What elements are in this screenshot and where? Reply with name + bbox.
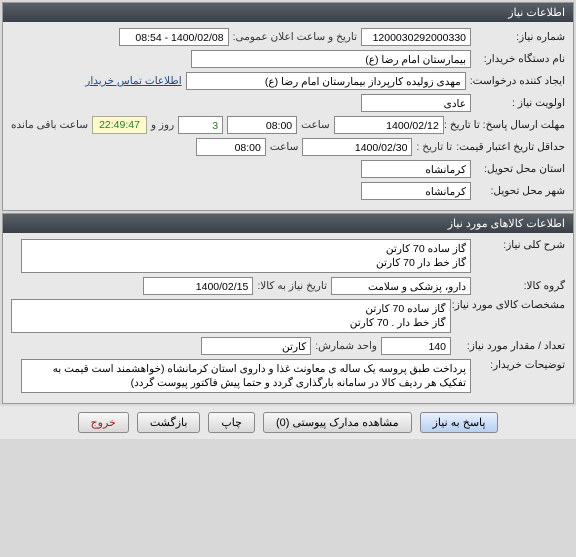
desc-label: شرح کلی نیاز: <box>475 239 565 251</box>
buyer-notes-field: پرداخت طبق پروسه یک ساله ی معاونت غذا و … <box>21 359 471 393</box>
qty-label: تعداد / مقدار مورد نیاز: <box>455 340 565 352</box>
goods-panel: اطلاعات کالاهای مورد نیاز شرح کلی نیاز: … <box>2 213 574 404</box>
buyer-notes-label: توضیحات خریدار: <box>475 359 565 371</box>
group-field: دارو، پزشکی و سلامت <box>331 277 471 295</box>
province-label: استان محل تحویل: <box>475 163 565 175</box>
days-field: 3 <box>178 116 223 134</box>
priority-label: اولویت نیاز : <box>475 97 565 109</box>
reply-button[interactable]: پاسخ به نیاز <box>420 412 499 433</box>
remaining-label: ساعت باقی مانده <box>11 119 88 131</box>
unit-label: واحد شمارش: <box>315 340 377 352</box>
spec-field: گاز ساده 70 کارتن گاز خط دار . 70 کارتن <box>11 299 451 333</box>
attachments-button[interactable]: مشاهده مدارک پیوستی (0) <box>263 412 412 433</box>
need-number-field: 1200030292000330 <box>361 28 471 46</box>
buyer-org-field: بیمارستان امام رضا (ع) <box>191 50 471 68</box>
goods-panel-header: اطلاعات کالاهای مورد نیاز <box>3 214 573 233</box>
back-button[interactable]: بازگشت <box>137 412 201 433</box>
deadline-date-field: 1400/02/12 <box>334 116 444 134</box>
info-panel: اطلاعات نیاز شماره نیاز: 120003029200033… <box>2 2 574 211</box>
requester-label: ایجاد کننده درخواست: <box>470 75 565 87</box>
qty-field: 140 <box>381 337 451 355</box>
requester-field: مهدی زولیده کارپرداز بیمارستان امام رضا … <box>186 72 466 90</box>
validity-time-field: 08:00 <box>196 138 266 156</box>
countdown-field: 22:49:47 <box>92 116 147 134</box>
need-date-label: تاریخ نیاز به کالا: <box>257 280 327 292</box>
exit-button[interactable]: خروج <box>78 412 129 433</box>
days-label: روز و <box>151 119 174 131</box>
need-number-label: شماره نیاز: <box>475 31 565 43</box>
announce-field: 1400/02/08 - 08:54 <box>119 28 229 46</box>
priority-field: عادی <box>361 94 471 112</box>
validity-to-label: تا تاریخ : <box>416 141 452 153</box>
province-field: کرمانشاه <box>361 160 471 178</box>
print-button[interactable]: چاپ <box>208 412 255 433</box>
desc-field: گاز ساده 70 کارتن گاز خط دار 70 کارتن <box>21 239 471 273</box>
validity-label: حداقل تاریخ اعتبار قیمت: <box>456 141 565 153</box>
info-panel-header: اطلاعات نیاز <box>3 3 573 22</box>
deadline-time-label: ساعت <box>301 119 330 131</box>
group-label: گروه کالا: <box>475 280 565 292</box>
announce-label: تاریخ و ساعت اعلان عمومی: <box>233 31 357 43</box>
info-panel-body: شماره نیاز: 1200030292000330 تاریخ و ساع… <box>3 22 573 210</box>
validity-time-label: ساعت <box>270 141 299 153</box>
need-date-field: 1400/02/15 <box>143 277 253 295</box>
goods-panel-body: شرح کلی نیاز: گاز ساده 70 کارتن گاز خط د… <box>3 233 573 403</box>
contact-link[interactable]: اطلاعات تماس خریدار <box>85 75 181 87</box>
spec-label: مشخصات کالای مورد نیاز: <box>455 299 566 311</box>
buyer-org-label: نام دستگاه خریدار: <box>475 53 565 65</box>
deadline-time-field: 08:00 <box>227 116 297 134</box>
city-field: کرمانشاه <box>361 182 471 200</box>
validity-date-field: 1400/02/30 <box>302 138 412 156</box>
button-row: پاسخ به نیاز مشاهده مدارک پیوستی (0) چاپ… <box>0 406 576 439</box>
deadline-label: مهلت ارسال پاسخ: تا تاریخ : <box>448 119 565 131</box>
unit-field: کارتن <box>201 337 311 355</box>
city-label: شهر محل تحویل: <box>475 185 565 197</box>
